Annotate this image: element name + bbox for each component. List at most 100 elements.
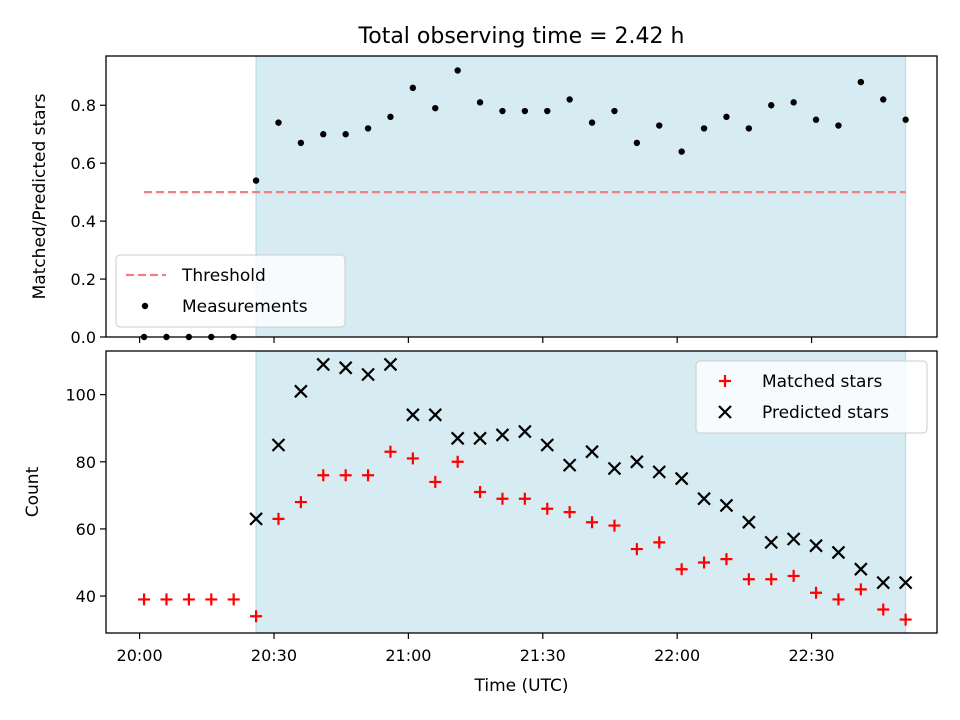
y-axis-label: Matched/Predicted stars xyxy=(30,93,50,299)
legend-label: Measurements xyxy=(182,297,308,317)
matched-stars-point xyxy=(720,553,733,566)
x-tick-label: 22:30 xyxy=(789,646,835,665)
axes-frame xyxy=(105,55,938,338)
plot-area xyxy=(144,56,907,337)
predicted-stars-point xyxy=(383,357,398,372)
measurement-point xyxy=(320,131,327,138)
series-predicted-stars xyxy=(249,357,913,590)
matched-stars-point xyxy=(384,445,397,458)
x-tick-label: 20:00 xyxy=(117,646,163,665)
matched-stars-point xyxy=(362,469,375,482)
predicted-stars-point xyxy=(742,515,756,529)
measurement-point xyxy=(521,107,529,115)
legend-predicted-swatch xyxy=(718,405,732,419)
observing-window-span xyxy=(256,56,906,337)
matched-stars-point xyxy=(250,610,263,623)
predicted-stars-point xyxy=(719,498,734,513)
predicted-stars-point xyxy=(630,455,644,469)
y-tick-label: 40 xyxy=(76,587,96,606)
matched-stars-point xyxy=(339,469,352,482)
measurement-point xyxy=(499,107,506,115)
predicted-stars-point xyxy=(540,438,555,452)
measurement-point xyxy=(835,122,842,129)
y-tick-label: 60 xyxy=(76,520,96,539)
matched-stars-point xyxy=(272,512,285,525)
matched-stars-point xyxy=(608,519,621,532)
x-axis-label: Time (UTC) xyxy=(474,676,569,696)
measurement-point xyxy=(678,148,685,155)
predicted-stars-point xyxy=(876,575,891,590)
y-tick-label: 100 xyxy=(65,386,96,405)
figure-title: Total observing time = 2.42 h xyxy=(358,24,685,49)
predicted-stars-point xyxy=(316,357,331,372)
legend-measurements-swatch xyxy=(141,302,149,310)
matched-stars-point xyxy=(541,502,554,515)
ratio-panel: 0.0 0.2 0.4 0.6 0.8 Matched/Predicted stars Th… xyxy=(30,55,938,347)
axes-frame xyxy=(105,350,938,634)
predicted-stars-point xyxy=(406,408,420,422)
y-tick-label: 0.4 xyxy=(71,212,96,231)
measurement-point xyxy=(812,116,820,123)
predicted-stars-point xyxy=(674,471,689,486)
legend-box xyxy=(115,254,346,328)
measurement-point xyxy=(768,102,775,109)
measurement-point xyxy=(611,107,618,115)
predicted-stars-point xyxy=(294,384,308,399)
y-tick-label: 0.0 xyxy=(71,328,96,347)
measurement-point xyxy=(387,113,394,121)
legend-label: Threshold xyxy=(181,266,266,286)
x-tick-label: 22:00 xyxy=(654,646,700,665)
measurement-point xyxy=(656,122,663,129)
predicted-stars-point xyxy=(831,545,846,560)
matched-stars-point xyxy=(586,516,599,529)
matched-stars-point xyxy=(227,593,240,606)
matched-stars-point xyxy=(877,603,890,616)
legend-label: Predicted stars xyxy=(762,403,889,423)
x-tick-label: 21:00 xyxy=(385,646,431,665)
measurement-point xyxy=(275,119,282,126)
matched-stars-point xyxy=(406,452,419,465)
x-tick-label: 20:30 xyxy=(251,646,297,665)
measurement-point xyxy=(297,139,305,147)
measurement-point xyxy=(723,113,730,121)
predicted-stars-point xyxy=(697,491,711,506)
predicted-stars-point xyxy=(450,431,465,446)
predicted-stars-point xyxy=(652,465,667,479)
measurement-point xyxy=(409,84,417,92)
y-tick-label: 0.6 xyxy=(71,154,96,173)
matched-stars-point xyxy=(765,573,778,586)
matched-stars-point xyxy=(294,496,307,509)
matched-stars-point xyxy=(451,455,464,468)
predicted-stars-point xyxy=(562,458,577,472)
matched-stars-point xyxy=(205,593,218,606)
predicted-stars-point xyxy=(249,512,263,526)
measurement-point xyxy=(342,131,349,138)
measurement-point xyxy=(252,177,260,184)
measurement-point xyxy=(902,116,909,123)
measurement-point xyxy=(790,99,797,106)
y-tick-label: 0.2 xyxy=(71,270,96,289)
measurement-point xyxy=(454,67,461,74)
legend: Threshold Measurements xyxy=(115,254,346,328)
matched-stars-point xyxy=(138,593,151,606)
matched-stars-point xyxy=(675,563,688,576)
predicted-stars-point xyxy=(786,532,801,546)
measurement-point xyxy=(476,99,484,106)
series-measurements xyxy=(140,67,909,341)
predicted-stars-point xyxy=(518,424,532,439)
matched-stars-point xyxy=(787,569,800,582)
measurement-point xyxy=(544,107,551,115)
measurement-point xyxy=(432,104,439,112)
predicted-stars-point xyxy=(809,538,823,553)
measurement-point xyxy=(700,125,708,132)
count-panel: 40 60 80 100 20:00 20:30 21:00 21:30 22:00 22:30 C… xyxy=(23,350,938,665)
predicted-stars-point xyxy=(495,428,510,442)
measurement-point xyxy=(364,125,372,132)
matched-stars-point xyxy=(518,492,531,505)
matched-stars-point xyxy=(854,583,867,596)
matched-stars-point xyxy=(182,593,195,606)
matched-stars-point xyxy=(653,536,666,549)
x-tick-label: 21:30 xyxy=(520,646,566,665)
legend-matched-swatch xyxy=(719,375,731,387)
